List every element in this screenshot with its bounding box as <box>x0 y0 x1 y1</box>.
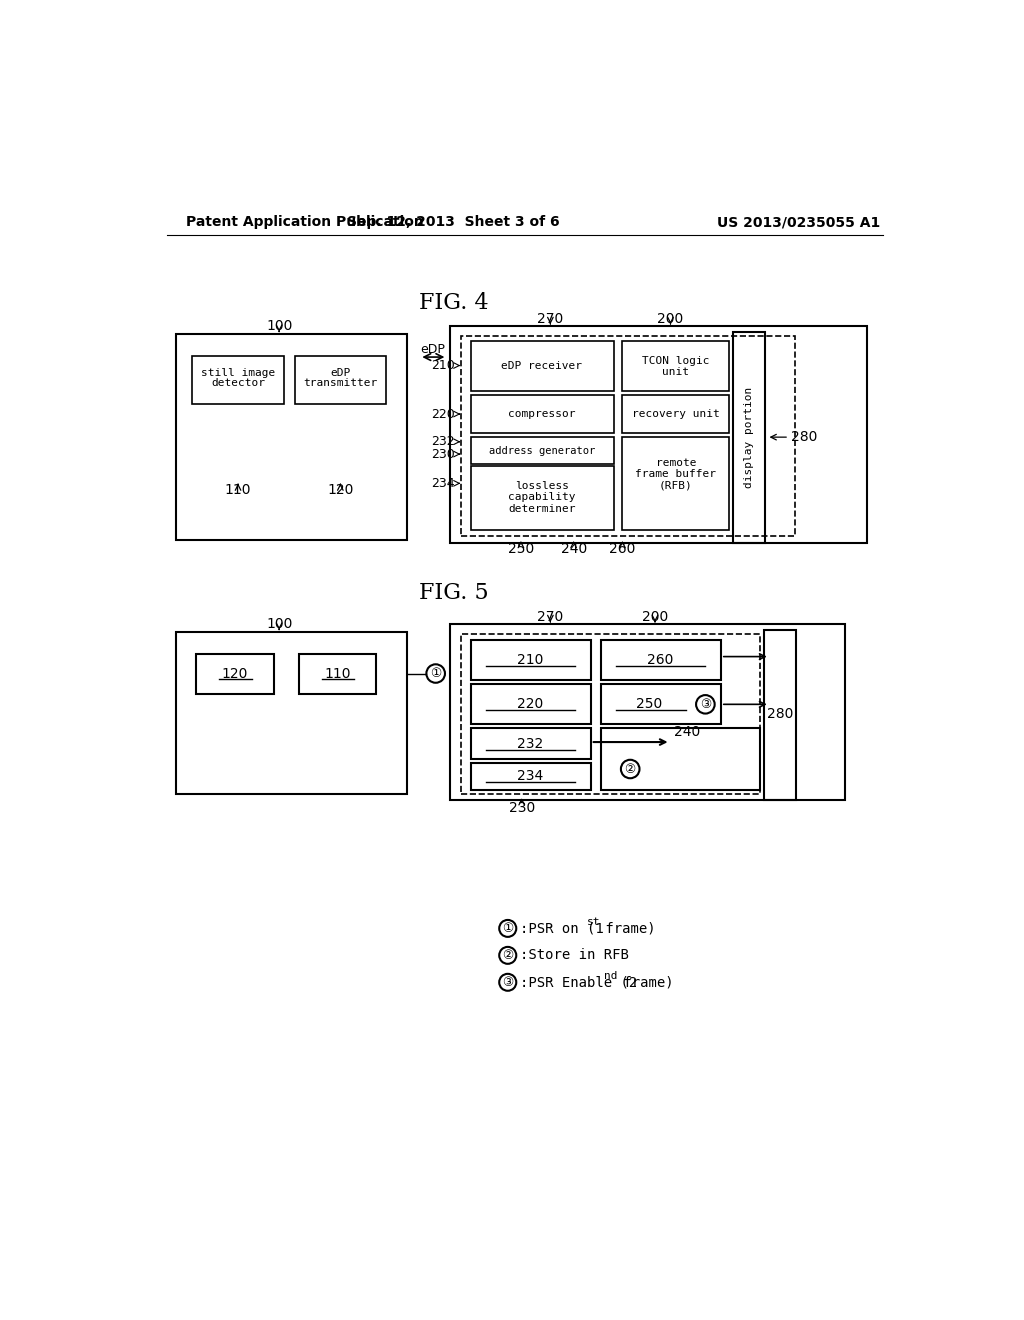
Text: unit: unit <box>663 367 689 376</box>
Bar <box>471 466 614 531</box>
Text: 270: 270 <box>538 610 563 623</box>
Text: 234: 234 <box>431 477 455 490</box>
Text: determiner: determiner <box>508 504 575 513</box>
Text: Patent Application Publication: Patent Application Publication <box>186 215 424 230</box>
Text: 240: 240 <box>560 541 587 556</box>
Text: still image: still image <box>201 368 275 379</box>
Text: lossless: lossless <box>515 480 569 491</box>
Text: transmitter: transmitter <box>303 379 378 388</box>
Text: (RFB): (RFB) <box>659 480 693 491</box>
Text: 110: 110 <box>225 483 251 496</box>
Bar <box>471 437 614 465</box>
Text: 110: 110 <box>324 667 350 681</box>
Text: 220: 220 <box>517 697 544 711</box>
Bar <box>623 395 729 433</box>
Text: 120: 120 <box>222 667 248 681</box>
Bar <box>450 624 845 800</box>
Text: 232: 232 <box>431 436 455 449</box>
Text: 200: 200 <box>642 610 668 623</box>
Bar <box>471 341 614 391</box>
Bar <box>299 653 376 693</box>
Text: ③: ③ <box>699 698 711 711</box>
Text: detector: detector <box>211 379 265 388</box>
Text: 280: 280 <box>767 708 793 721</box>
Bar <box>764 630 796 800</box>
Bar <box>471 395 614 433</box>
Text: 250: 250 <box>636 697 662 711</box>
Text: compressor: compressor <box>508 409 575 418</box>
Text: remote: remote <box>655 458 696 467</box>
Bar <box>471 729 591 759</box>
Text: 200: 200 <box>657 312 684 326</box>
Text: nd: nd <box>604 972 617 981</box>
Bar <box>732 331 765 544</box>
Text: Sep. 12, 2013  Sheet 3 of 6: Sep. 12, 2013 Sheet 3 of 6 <box>347 215 560 230</box>
Text: US 2013/0235055 A1: US 2013/0235055 A1 <box>717 215 881 230</box>
Bar <box>176 632 407 793</box>
Bar <box>197 653 273 693</box>
Text: capability: capability <box>508 492 575 502</box>
Text: ①: ① <box>502 921 513 935</box>
Text: eDP receiver: eDP receiver <box>502 360 583 371</box>
Bar <box>471 640 591 681</box>
Text: frame): frame) <box>614 975 674 989</box>
Text: 100: 100 <box>266 319 292 333</box>
Bar <box>461 635 760 793</box>
Text: 260: 260 <box>609 541 636 556</box>
Bar <box>601 729 760 789</box>
Text: 230: 230 <box>431 447 455 461</box>
Text: ②: ② <box>625 763 636 776</box>
Text: eDP: eDP <box>420 343 445 356</box>
Text: frame): frame) <box>597 921 655 936</box>
Text: st: st <box>587 917 600 927</box>
Text: FIG. 4: FIG. 4 <box>419 292 488 314</box>
Text: FIG. 5: FIG. 5 <box>419 582 488 605</box>
Text: 234: 234 <box>517 770 544 783</box>
Bar <box>623 437 729 531</box>
Text: TCON logic: TCON logic <box>642 356 710 366</box>
Text: 210: 210 <box>517 653 544 668</box>
Text: ②: ② <box>502 949 513 962</box>
Text: eDP: eDP <box>330 368 350 379</box>
Bar <box>176 334 407 540</box>
Bar <box>623 341 729 391</box>
Bar <box>471 684 591 725</box>
Text: 230: 230 <box>509 800 535 814</box>
Text: :PSR on (1: :PSR on (1 <box>520 921 604 936</box>
Bar <box>193 356 284 404</box>
Text: :PSR Enable (2: :PSR Enable (2 <box>520 975 637 989</box>
Text: recovery unit: recovery unit <box>632 409 720 418</box>
Bar <box>461 335 795 536</box>
Text: 280: 280 <box>791 430 817 444</box>
Text: 120: 120 <box>327 483 353 496</box>
Text: 270: 270 <box>538 312 563 326</box>
Text: 220: 220 <box>431 408 455 421</box>
Text: ③: ③ <box>502 975 513 989</box>
Text: 240: 240 <box>675 725 700 739</box>
Text: frame buffer: frame buffer <box>636 469 717 479</box>
Text: 260: 260 <box>647 653 674 668</box>
Bar <box>601 640 721 681</box>
Text: 250: 250 <box>508 541 535 556</box>
Bar <box>601 684 721 725</box>
Text: 210: 210 <box>431 359 455 372</box>
Text: ①: ① <box>430 667 441 680</box>
Text: 100: 100 <box>266 618 292 631</box>
Text: 232: 232 <box>517 737 544 751</box>
Text: address generator: address generator <box>488 446 595 455</box>
Bar <box>295 356 386 404</box>
Bar <box>450 326 866 544</box>
Bar <box>471 763 591 789</box>
Text: display portion: display portion <box>743 387 754 488</box>
Text: :Store in RFB: :Store in RFB <box>520 948 629 962</box>
